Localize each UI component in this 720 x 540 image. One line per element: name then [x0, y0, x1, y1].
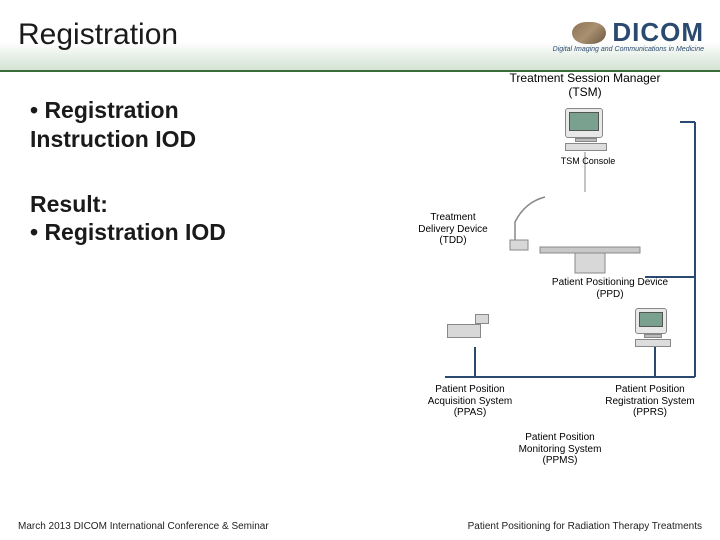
bullet-result: Result: • Registration IOD [30, 190, 360, 248]
footer: March 2013 DICOM International Conferenc… [0, 521, 720, 532]
tsm-computer-icon [565, 108, 607, 151]
tdd-l3: (TDD) [439, 235, 466, 246]
ppas-label: Patient Position Acquisition System (PPA… [405, 384, 535, 419]
ppms-l3: (PPMS) [543, 455, 578, 466]
content-area: • Registration Instruction IOD Result: •… [0, 72, 720, 502]
ppas-l1: Patient Position [435, 384, 505, 395]
ppas-l3: (PPAS) [454, 407, 487, 418]
page-title: Registration [18, 18, 178, 52]
ppas-l2: Acquisition System [428, 396, 512, 407]
pprs-l3: (PPRS) [633, 407, 667, 418]
result-label: Result: [30, 190, 360, 219]
header-bar: Registration DICOM Digital Imaging and C… [0, 0, 720, 72]
pprs-l1: Patient Position [615, 384, 685, 395]
footer-left: March 2013 DICOM International Conferenc… [18, 521, 269, 532]
tsm-line2: (TSM) [568, 85, 601, 99]
logo-text: DICOM [612, 17, 704, 48]
ppd-l1: Patient Positioning Device [552, 277, 668, 288]
ppas-machine-icon [447, 324, 481, 338]
ppas-head-icon [475, 314, 489, 324]
system-diagram: Treatment Session Manager (TSM) TSM Cons… [375, 72, 710, 492]
globe-icon [572, 22, 606, 44]
footer-right: Patient Positioning for Radiation Therap… [468, 521, 702, 532]
dicom-logo: DICOM Digital Imaging and Communications… [494, 6, 704, 64]
bullet2: • Registration IOD [30, 218, 360, 247]
pprs-l2: Registration System [605, 396, 694, 407]
pprs-computer-icon [635, 308, 671, 347]
ppd-l2: (PPD) [596, 289, 623, 300]
ppd-label: Patient Positioning Device (PPD) [530, 277, 690, 300]
ppms-label: Patient Position Monitoring System (PPMS… [495, 432, 625, 467]
tsm-line1: Treatment Session Manager [510, 71, 661, 85]
bullet1-line2: Instruction IOD [30, 125, 360, 154]
pprs-label: Patient Position Registration System (PP… [585, 384, 715, 419]
tsm-label: Treatment Session Manager (TSM) [495, 72, 675, 100]
tdd-l2: Delivery Device [418, 224, 487, 235]
tdd-label: Treatment Delivery Device (TDD) [403, 212, 503, 247]
logo-top: DICOM [572, 17, 704, 48]
ppms-l1: Patient Position [525, 432, 595, 443]
tdd-l1: Treatment [430, 212, 475, 223]
logo-subtitle: Digital Imaging and Communications in Me… [553, 46, 704, 53]
bullet-registration-instruction: • Registration Instruction IOD [30, 96, 360, 154]
tsm-console-label: TSM Console [543, 156, 633, 166]
left-column: • Registration Instruction IOD Result: •… [30, 96, 360, 502]
ppms-l2: Monitoring System [519, 444, 602, 455]
bullet1-line1: • Registration [30, 96, 360, 125]
